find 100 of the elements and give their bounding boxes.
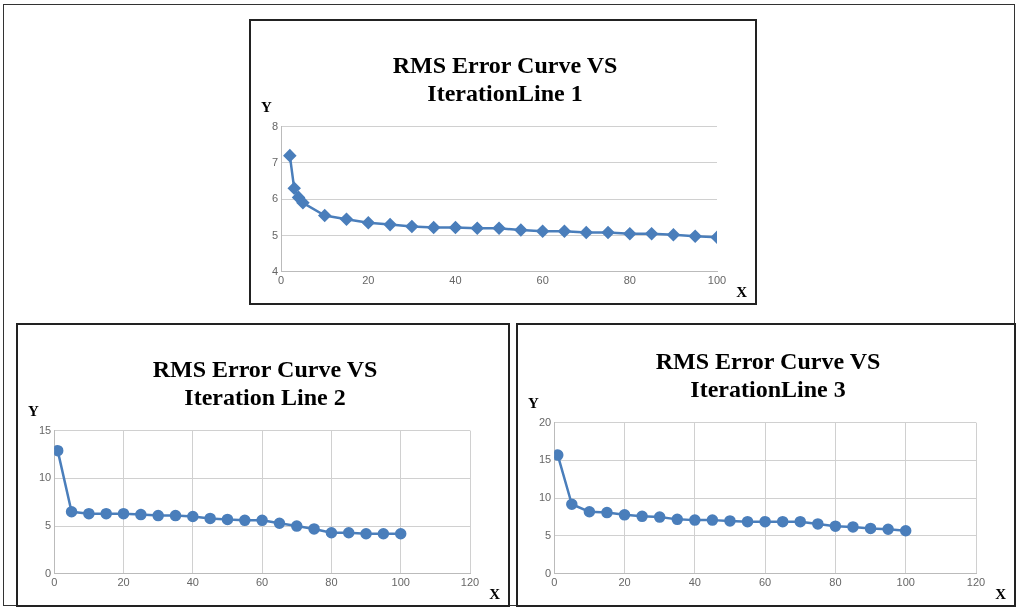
point [812, 518, 824, 530]
y-tick-label: 8 [271, 119, 279, 132]
x-tick-label: 60 [255, 576, 269, 589]
x-tick-label: 100 [391, 576, 410, 589]
x-tick-label: 40 [449, 274, 462, 287]
point [471, 221, 484, 235]
y-tick-label: 0 [45, 566, 52, 579]
point [394, 527, 407, 540]
point [83, 507, 95, 520]
x-tick-label: 20 [362, 274, 375, 287]
point [135, 508, 147, 521]
x-axis-title: X [995, 586, 1006, 603]
point [759, 515, 771, 528]
y-tick-label: 0 [545, 566, 552, 579]
point [100, 507, 112, 520]
point [536, 224, 549, 238]
point [776, 515, 789, 528]
point [449, 221, 462, 234]
point [362, 216, 375, 230]
point [405, 220, 419, 233]
point [829, 520, 842, 532]
point [671, 513, 683, 526]
point [636, 510, 648, 523]
chart-title: RMS Error Curve VS IterationLine 3 [654, 347, 882, 403]
chart-title: RMS Error Curve VS Iteration Line 2 [151, 355, 379, 411]
x-tick-label: 80 [325, 576, 338, 589]
point [291, 520, 303, 532]
point [899, 524, 912, 537]
point [308, 523, 320, 535]
y-tick-label: 5 [45, 519, 52, 532]
y-axis-title: Y [261, 99, 272, 116]
point [239, 514, 251, 527]
point [558, 224, 571, 238]
point [623, 227, 637, 240]
point [645, 227, 658, 240]
point [273, 517, 286, 529]
point [706, 514, 719, 526]
x-tick-label: 20 [618, 576, 631, 589]
point [618, 509, 631, 521]
point [882, 523, 894, 535]
point [847, 521, 859, 533]
point [554, 449, 564, 461]
x-tick-label: 40 [688, 576, 701, 589]
point [377, 527, 390, 540]
point [688, 229, 702, 243]
point [667, 228, 680, 242]
point [342, 527, 355, 539]
x-axis-title: X [736, 284, 747, 301]
point [566, 498, 578, 510]
x-tick-label: 20 [117, 576, 130, 589]
x-tick-label: 120 [460, 576, 480, 589]
x-axis-title: X [489, 586, 500, 603]
point [794, 515, 807, 528]
point [296, 196, 310, 210]
point [325, 527, 338, 539]
point [256, 514, 268, 527]
point [383, 218, 397, 231]
point [653, 511, 666, 523]
point [514, 223, 528, 237]
y-tick-label: 5 [545, 529, 552, 542]
y-tick-label: 4 [271, 264, 279, 277]
chart-title: RMS Error Curve VS IterationLine 1 [391, 51, 619, 107]
x-tick-label: 80 [829, 576, 842, 589]
point [204, 512, 216, 525]
point [65, 506, 78, 518]
y-tick-label: 10 [538, 491, 552, 504]
point [287, 182, 301, 195]
point [601, 226, 615, 239]
point [427, 221, 440, 234]
x-tick-label: 60 [536, 274, 549, 287]
point [741, 515, 754, 528]
point [724, 515, 736, 527]
y-tick-label: 15 [38, 423, 52, 436]
point [117, 507, 130, 520]
point [283, 149, 297, 162]
point [340, 212, 353, 226]
point [601, 506, 613, 519]
point [689, 514, 701, 526]
y-axis-title: Y [28, 403, 39, 420]
x-tick-label: 60 [758, 576, 772, 589]
y-tick-label: 7 [271, 155, 279, 168]
point [492, 221, 506, 235]
point [152, 509, 164, 522]
y-tick-label: 20 [538, 415, 552, 428]
point [54, 444, 64, 457]
x-tick-label: 80 [623, 274, 636, 287]
point [187, 510, 199, 523]
point [579, 226, 593, 239]
point [318, 209, 331, 222]
point [583, 506, 596, 518]
x-tick-label: 120 [966, 576, 986, 589]
x-tick-label: 100 [896, 576, 915, 589]
y-axis-title: Y [528, 395, 539, 412]
point [864, 522, 877, 535]
x-tick-label: 100 [707, 274, 727, 287]
point [221, 513, 234, 526]
point [169, 509, 182, 522]
y-tick-label: 5 [271, 228, 279, 241]
y-tick-label: 6 [271, 192, 279, 205]
y-tick-label: 10 [38, 471, 52, 484]
